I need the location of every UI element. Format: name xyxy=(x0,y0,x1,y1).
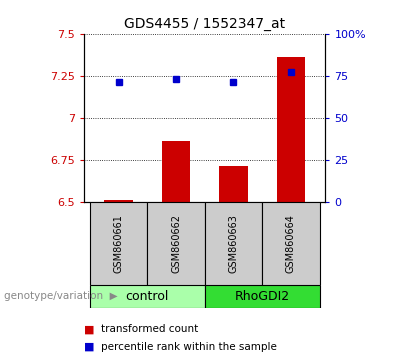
Text: ■: ■ xyxy=(84,324,94,334)
Text: GSM860664: GSM860664 xyxy=(286,214,296,273)
Title: GDS4455 / 1552347_at: GDS4455 / 1552347_at xyxy=(124,17,285,31)
Bar xyxy=(162,141,190,202)
Text: GSM860661: GSM860661 xyxy=(113,214,123,273)
Bar xyxy=(90,202,147,285)
Bar xyxy=(262,202,320,285)
Text: RhoGDI2: RhoGDI2 xyxy=(235,290,290,303)
Bar xyxy=(277,57,305,202)
Bar xyxy=(147,202,205,285)
Bar xyxy=(205,202,262,285)
Text: GSM860662: GSM860662 xyxy=(171,214,181,273)
Text: GSM860663: GSM860663 xyxy=(228,214,239,273)
Text: control: control xyxy=(126,290,169,303)
Text: percentile rank within the sample: percentile rank within the sample xyxy=(101,342,277,352)
Bar xyxy=(104,200,133,202)
Text: genotype/variation  ▶: genotype/variation ▶ xyxy=(4,291,118,302)
Bar xyxy=(219,166,248,202)
Bar xyxy=(90,285,205,308)
Bar xyxy=(205,285,320,308)
Text: transformed count: transformed count xyxy=(101,324,198,334)
Text: ■: ■ xyxy=(84,342,94,352)
